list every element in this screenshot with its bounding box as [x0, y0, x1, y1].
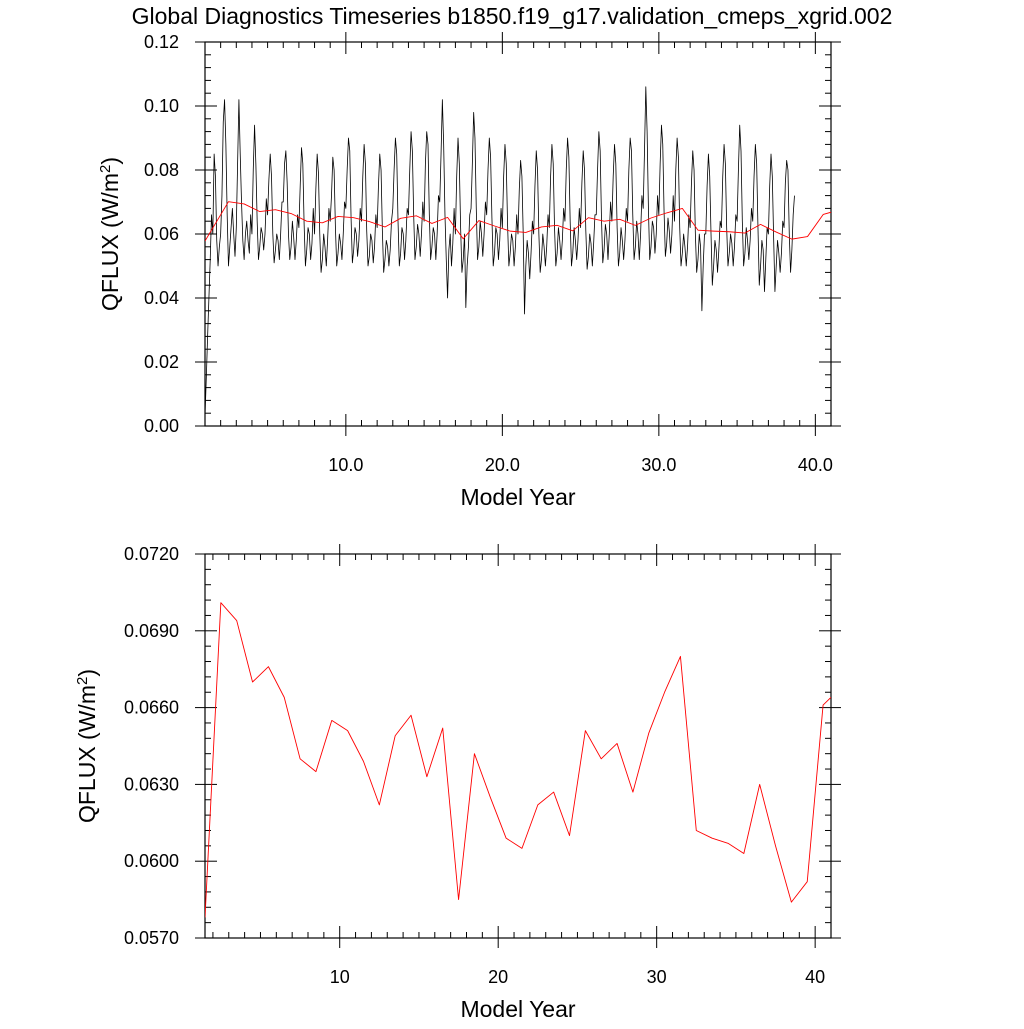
y-tick-label: 0.0720	[124, 544, 179, 564]
y-tick-label: 0.06	[144, 224, 179, 244]
x-axis-label: Model Year	[460, 484, 575, 510]
y-tick-label: 0.02	[144, 352, 179, 372]
x-tick-label: 10	[330, 967, 350, 987]
chart-title: Global Diagnostics Timeseries b1850.f19_…	[132, 3, 893, 29]
y-tick-label: 0.0630	[124, 774, 179, 794]
x-tick-label: 30.0	[641, 455, 676, 475]
plot-panel-2: 10 20 30 40 0.0570 0.0600 0.0630 0.0660 0.0690 0.…	[74, 544, 841, 1022]
series-line-monthly	[205, 86, 795, 417]
x-tick-label: 10.0	[328, 455, 363, 475]
y-tick-label: 0.10	[144, 96, 179, 116]
y-axis-label: QFLUX (W/m2)	[74, 669, 100, 823]
x-tick-label: 20	[488, 967, 508, 987]
x-tick-label: 40	[805, 967, 825, 987]
y-tick-label: 0.08	[144, 160, 179, 180]
plot-frame	[204, 553, 832, 939]
y-tick-label: 0.12	[144, 32, 179, 52]
x-tick-label: 20.0	[485, 455, 520, 475]
y-tick-label: 0.0690	[124, 621, 179, 641]
x-axis-label: Model Year	[460, 996, 575, 1022]
series-line-annual	[205, 602, 831, 918]
plot-panel-1: 10.0 20.0 30.0 40.0 0.00 0.02 0.04 0.06 0.08 0.10…	[97, 32, 841, 510]
y-tick-label: 0.0570	[124, 928, 179, 948]
x-tick-label: 40.0	[798, 455, 833, 475]
x-tick-label: 30	[647, 967, 667, 987]
y-tick-label: 0.04	[144, 288, 179, 308]
y-tick-label: 0.0660	[124, 698, 179, 718]
y-tick-label: 0.0600	[124, 851, 179, 871]
y-tick-label: 0.00	[144, 416, 179, 436]
series-line-annual	[205, 201, 831, 242]
y-axis-label: QFLUX (W/m2)	[97, 157, 123, 311]
